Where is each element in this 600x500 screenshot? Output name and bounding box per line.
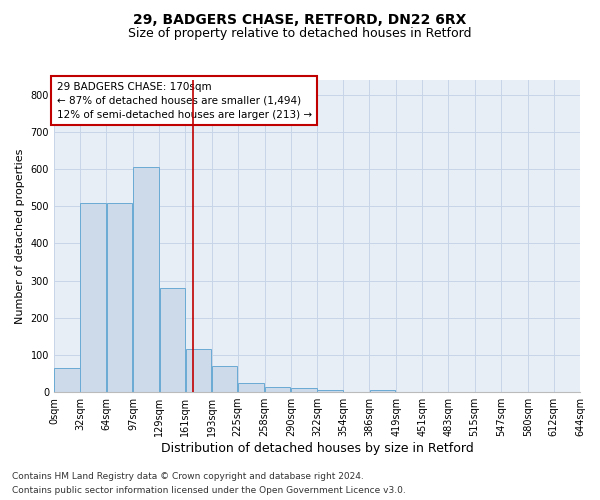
- X-axis label: Distribution of detached houses by size in Retford: Distribution of detached houses by size …: [161, 442, 473, 455]
- Bar: [107, 202, 132, 392]
- Bar: [186, 350, 211, 392]
- Text: Size of property relative to detached houses in Retford: Size of property relative to detached ho…: [128, 28, 472, 40]
- Text: 29, BADGERS CHASE, RETFORD, DN22 6RX: 29, BADGERS CHASE, RETFORD, DN22 6RX: [133, 12, 467, 26]
- Bar: [80, 202, 106, 392]
- Text: Contains HM Land Registry data © Crown copyright and database right 2024.: Contains HM Land Registry data © Crown c…: [12, 472, 364, 481]
- Bar: [133, 168, 159, 392]
- Bar: [291, 388, 317, 392]
- Bar: [265, 386, 290, 392]
- Bar: [370, 390, 395, 392]
- Text: Contains public sector information licensed under the Open Government Licence v3: Contains public sector information licen…: [12, 486, 406, 495]
- Text: 29 BADGERS CHASE: 170sqm
← 87% of detached houses are smaller (1,494)
12% of sem: 29 BADGERS CHASE: 170sqm ← 87% of detach…: [56, 82, 311, 120]
- Bar: [317, 390, 343, 392]
- Y-axis label: Number of detached properties: Number of detached properties: [15, 148, 25, 324]
- Bar: [54, 368, 80, 392]
- Bar: [212, 366, 238, 392]
- Bar: [238, 383, 263, 392]
- Bar: [160, 288, 185, 392]
